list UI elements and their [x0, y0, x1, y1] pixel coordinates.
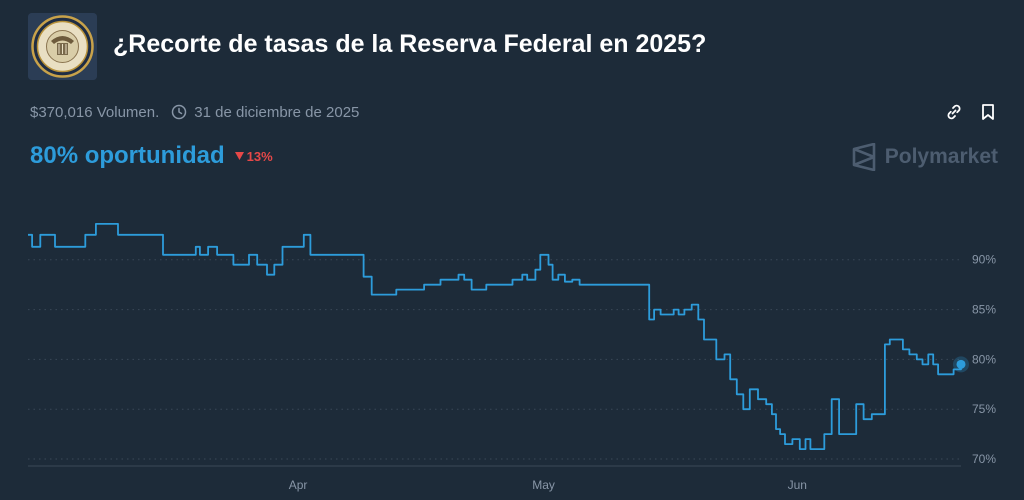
- bookmark-icon[interactable]: [978, 102, 998, 122]
- price-chart: 90% 85% 80% 75% 70% Apr May Jun: [28, 223, 996, 492]
- y-tick-label: 75%: [972, 402, 996, 416]
- end-date-text: 31 de diciembre de 2025: [194, 103, 360, 121]
- y-tick-label: 85%: [972, 303, 996, 317]
- polymarket-logo-icon: [852, 143, 876, 171]
- down-triangle-icon: [234, 152, 244, 160]
- change-value: 13%: [246, 148, 273, 164]
- x-axis: Apr May Jun: [289, 478, 807, 492]
- y-axis: 90% 85% 80% 75% 70%: [972, 253, 996, 466]
- change-badge: 13%: [234, 148, 273, 164]
- market-logo: [28, 13, 97, 80]
- y-tick-label: 70%: [972, 452, 996, 466]
- volume-text: $370,016 Volumen.: [30, 103, 160, 121]
- link-icon[interactable]: [944, 102, 964, 122]
- federal-reserve-seal-icon: [28, 13, 97, 80]
- brand-name: Polymarket: [884, 145, 998, 168]
- market-actions: [944, 102, 998, 122]
- market-meta: $370,016 Volumen. 31 de diciembre de 202…: [30, 103, 359, 121]
- x-tick-label: May: [532, 478, 555, 492]
- last-point-marker[interactable]: [956, 359, 966, 369]
- x-tick-label: Jun: [788, 478, 807, 492]
- chance-row: 80% oportunidad 13%: [30, 142, 273, 170]
- market-title: ¿Recorte de tasas de la Reserva Federal …: [113, 30, 707, 58]
- y-tick-label: 90%: [972, 253, 996, 267]
- x-tick-label: Apr: [289, 478, 308, 492]
- clock-icon: [172, 104, 187, 120]
- chance-value: 80% oportunidad: [30, 142, 225, 169]
- series-line: [28, 223, 962, 450]
- chart-grid: [28, 259, 961, 460]
- brand-watermark: Polymarket: [852, 142, 998, 172]
- y-tick-label: 80%: [972, 352, 996, 366]
